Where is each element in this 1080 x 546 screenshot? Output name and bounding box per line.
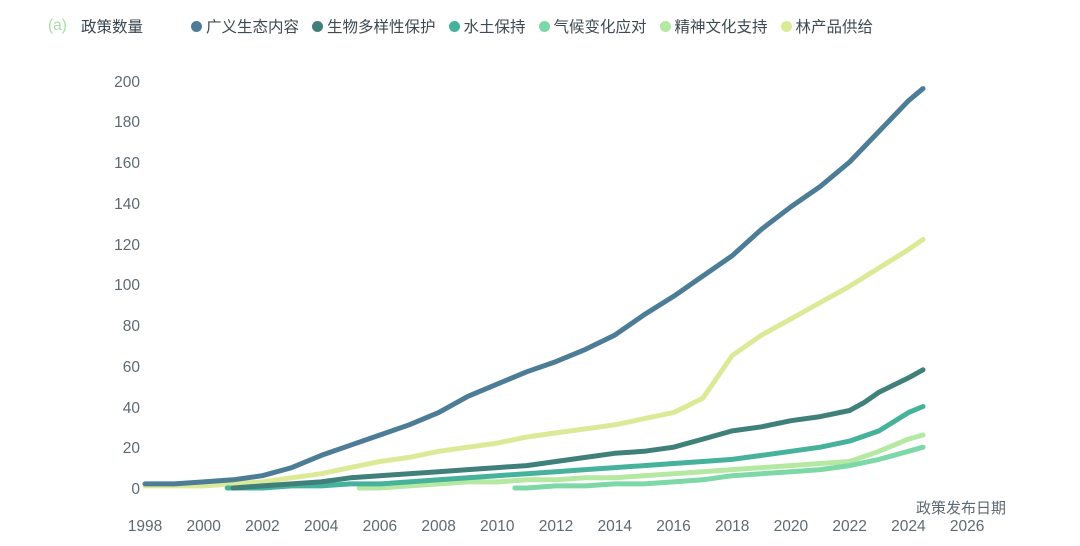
series-line-biodiversity-protection xyxy=(230,367,926,491)
series-line-broad-ecological-content xyxy=(142,86,926,487)
y-tick-label: 180 xyxy=(114,114,140,132)
x-tick-label: 2014 xyxy=(597,518,633,535)
x-tick-label: 2018 xyxy=(714,518,750,535)
legend-item-soil-water-conservation: 水土保持 xyxy=(448,15,526,37)
y-tick-label: 80 xyxy=(122,318,140,335)
legend-dot-broad-ecological-content xyxy=(190,20,202,32)
y-tick-label: 40 xyxy=(122,399,140,417)
x-tick-label: 2002 xyxy=(245,518,280,535)
legend: 广义生态内容 生物多样性保护 水土保持 气候变化应对 精神文化支持 林产品供给 xyxy=(190,15,874,37)
x-tick-label: 2024 xyxy=(891,518,926,535)
legend-dot-soil-water-conservation xyxy=(448,20,460,32)
y-tick-label: 120 xyxy=(114,236,140,254)
legend-label: 林产品供给 xyxy=(795,19,874,36)
legend-item-climate-change-response: 气候变化应对 xyxy=(538,15,647,37)
x-tick-label: 2008 xyxy=(421,518,456,535)
legend-dot-climate-change-response xyxy=(538,20,550,32)
legend-dot-forest-product-supply xyxy=(780,20,792,32)
x-tick-label: 2010 xyxy=(480,518,515,535)
x-tick-label: 2020 xyxy=(773,518,809,535)
panel-label: (a) xyxy=(48,17,67,34)
chart-header: (a) 政策数量 广义生态内容 生物多样性保护 水土保持 气候变化应对 精神文化支持 林产… xyxy=(48,14,1070,38)
legend-dot-biodiversity-protection xyxy=(311,20,323,32)
legend-label: 水土保持 xyxy=(463,19,526,36)
legend-label: 精神文化支持 xyxy=(674,19,768,36)
x-tick-label: 1998 xyxy=(127,518,163,535)
y-tick-label: 100 xyxy=(114,277,140,295)
legend-item-forest-product-supply: 林产品供给 xyxy=(780,15,874,37)
x-tick-label: 2000 xyxy=(186,518,221,535)
x-tick-label: 2026 xyxy=(949,518,985,535)
x-tick-label: 2004 xyxy=(303,518,339,535)
legend-item-spiritual-culture-support: 精神文化支持 xyxy=(659,15,768,37)
y-tick-label: 60 xyxy=(122,358,140,376)
y-tick-label: 160 xyxy=(114,155,140,172)
series-line-forest-product-supply xyxy=(142,236,926,489)
legend-label: 广义生态内容 xyxy=(205,19,299,36)
y-tick-label: 200 xyxy=(114,73,140,91)
legend-label: 生物多样性保护 xyxy=(326,19,436,36)
x-tick-label: 2022 xyxy=(832,518,867,535)
series-line-climate-change-response xyxy=(512,444,926,491)
legend-item-broad-ecological-content: 广义生态内容 xyxy=(190,15,299,37)
series-line-soil-water-conservation xyxy=(224,404,926,491)
x-tick-label: 2006 xyxy=(362,518,398,535)
y-tick-label: 140 xyxy=(114,195,140,213)
y-tick-label: 0 xyxy=(131,481,140,498)
legend-item-biodiversity-protection: 生物多样性保护 xyxy=(311,15,436,37)
y-tick-label: 20 xyxy=(122,440,140,458)
y-axis-title: 政策数量 xyxy=(80,19,143,36)
series-line-spiritual-culture-support xyxy=(356,432,926,491)
legend-dot-spiritual-culture-support xyxy=(659,20,671,32)
x-tick-label: 2012 xyxy=(538,518,574,535)
x-tick-label: 2016 xyxy=(656,518,691,535)
x-axis-title: 政策发布日期 xyxy=(916,500,1007,517)
legend-label: 气候变化应对 xyxy=(553,19,647,36)
